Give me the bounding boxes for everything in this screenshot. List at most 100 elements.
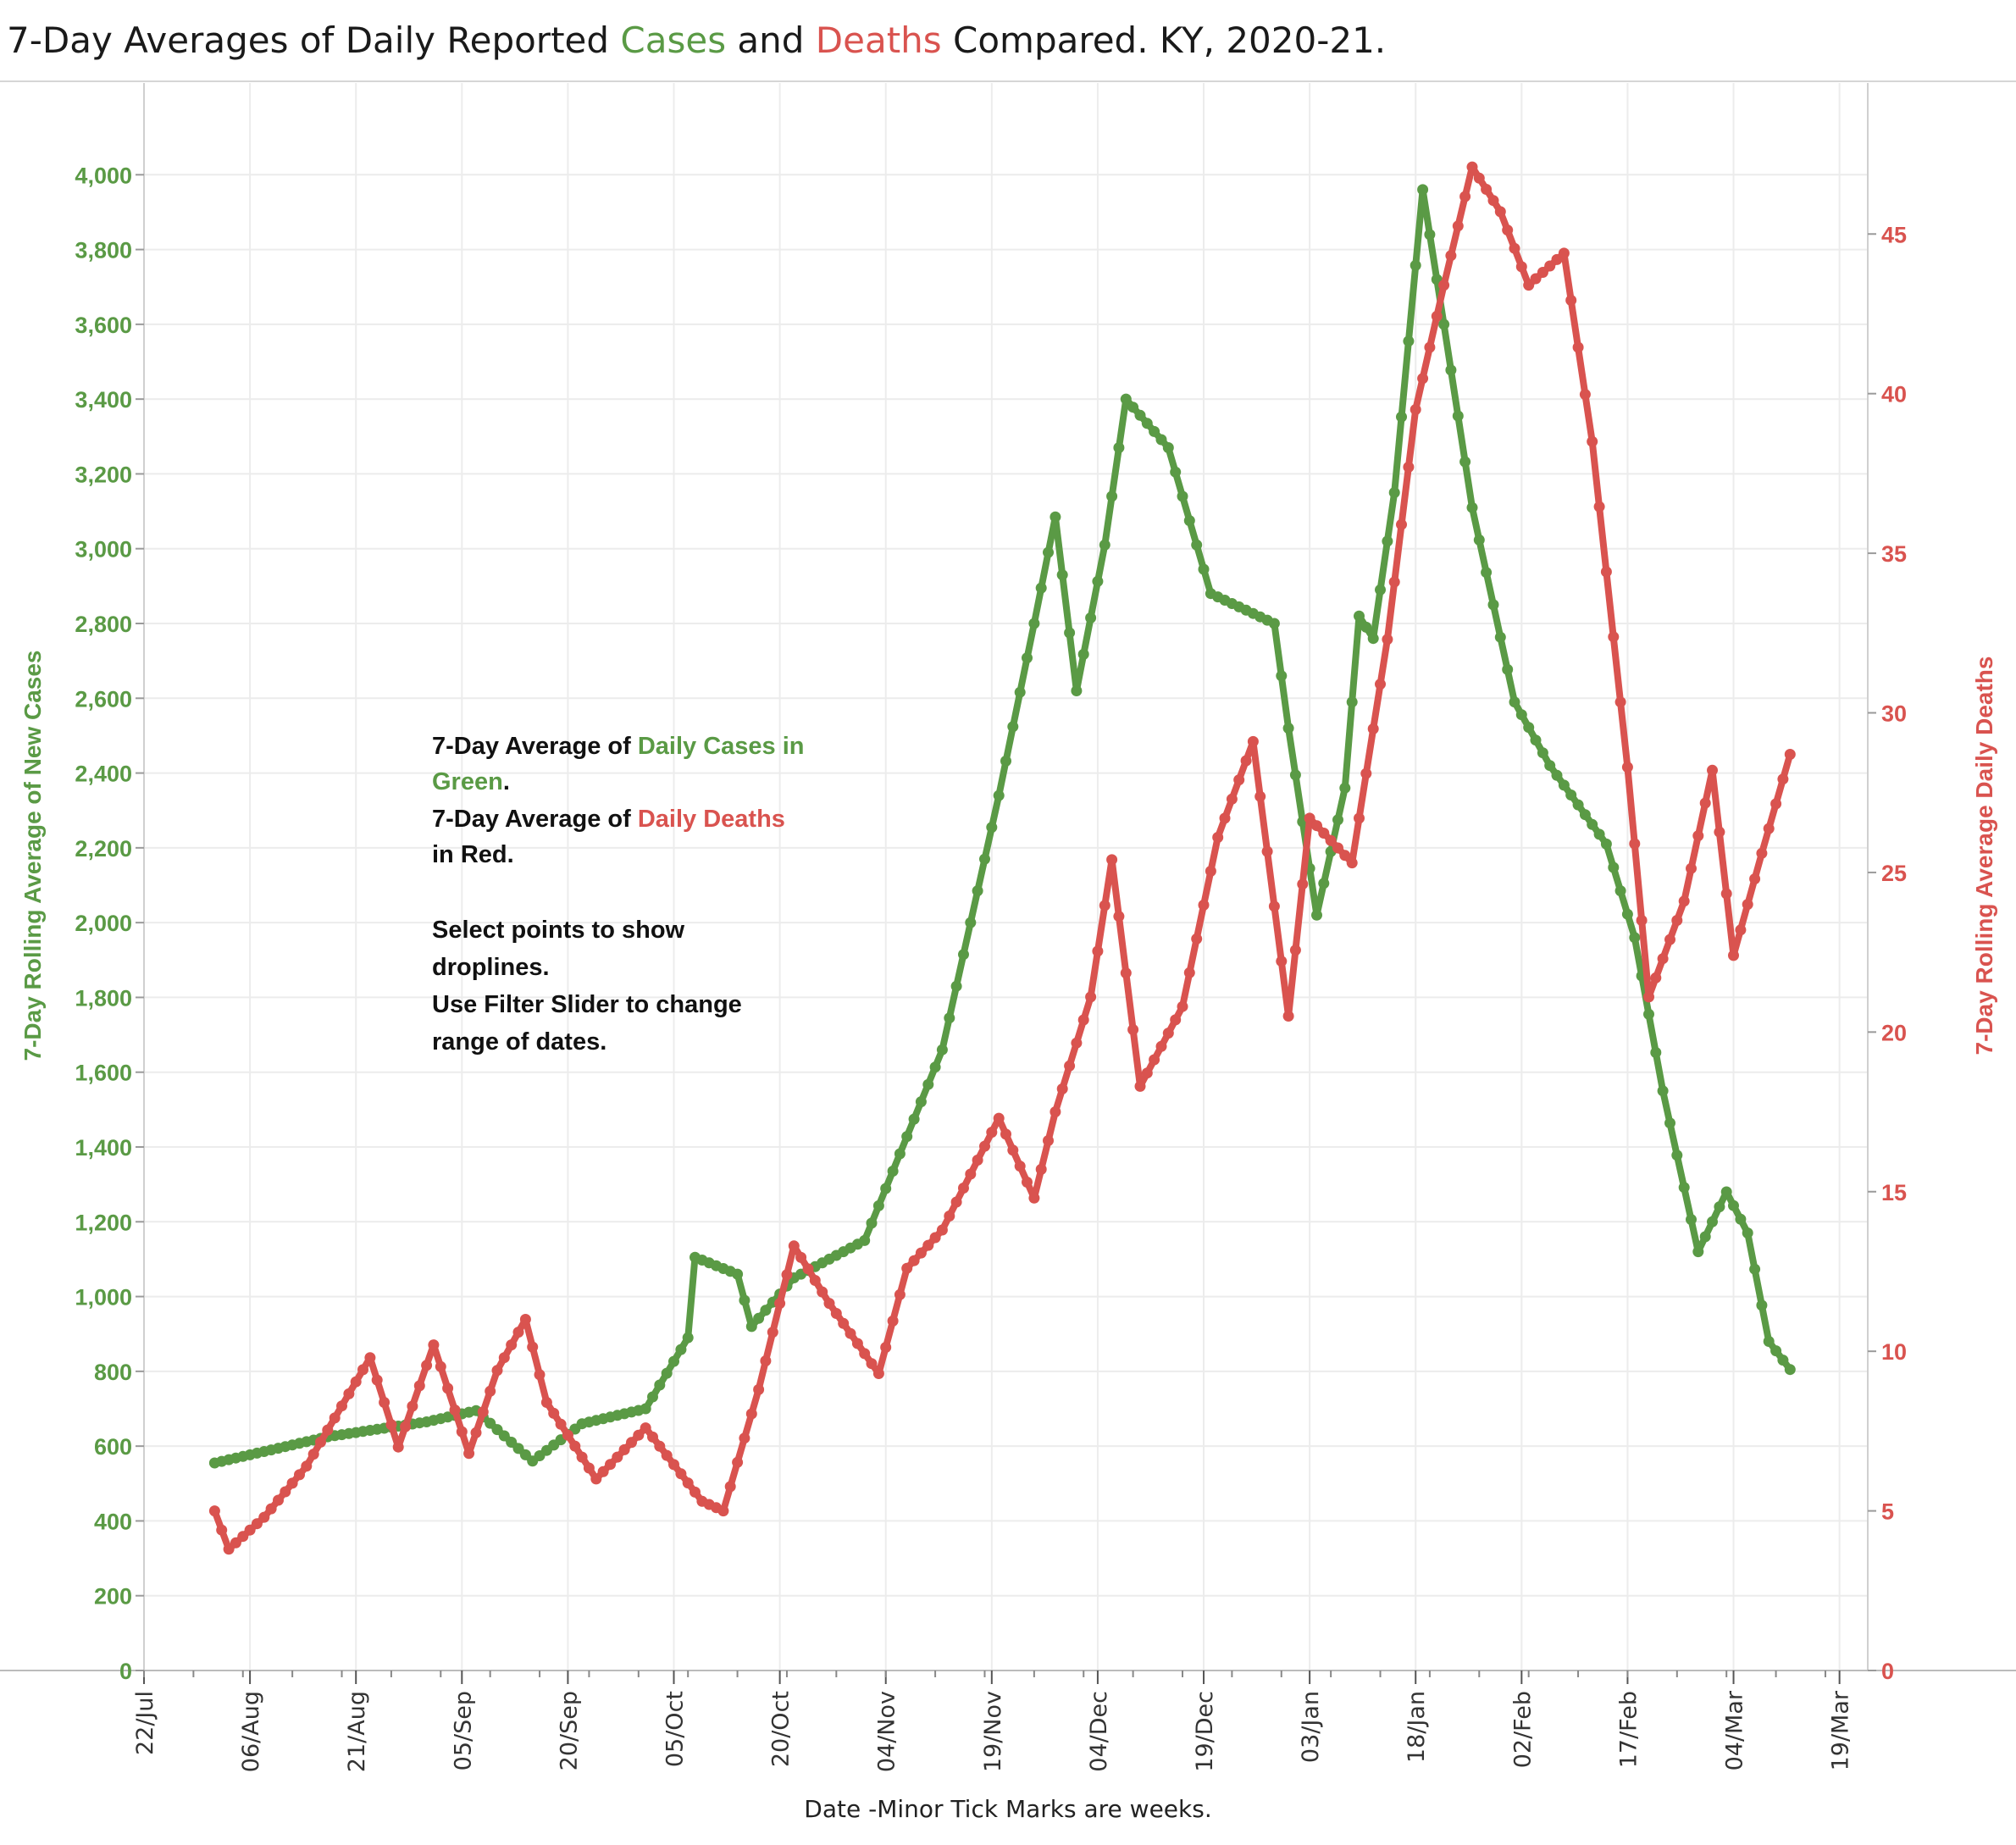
data-point [1318,878,1330,889]
data-point [1481,567,1493,579]
series [208,161,1796,1555]
data-point [626,1437,637,1449]
data-point [1155,1040,1167,1052]
data-point [1445,250,1457,262]
data-point [1445,364,1457,376]
data-point [555,1418,567,1430]
data-point [668,1355,679,1367]
data-point [329,1412,341,1424]
title-deaths-word: Deaths [816,19,942,61]
data-point [1183,515,1195,527]
y-tick-label-right: 45 [1881,222,1907,247]
data-point [1367,633,1379,645]
data-point [675,1344,687,1355]
data-point [972,1155,983,1166]
data-point [745,1321,757,1332]
data-point [739,1294,750,1306]
data-point [1205,865,1216,877]
data-point [1282,1011,1294,1022]
data-point [1050,1106,1061,1117]
data-point [1014,1161,1026,1172]
y-tick-label-left: 200 [94,1584,132,1610]
data-point [407,1400,418,1412]
data-point [1636,915,1648,926]
data-point [1311,909,1322,921]
data-point [838,1317,850,1329]
data-point [491,1424,503,1436]
data-point [1650,1047,1662,1058]
data-point [1600,566,1612,578]
chart-title: 7-Day Averages of Daily Reported Cases a… [7,19,1386,61]
y-tick-label-left: 2,000 [75,911,132,936]
data-point [294,1469,305,1481]
x-tick-label: 06/Aug [238,1691,264,1772]
data-point [1403,461,1415,473]
data-point [1198,563,1210,575]
data-point [647,1391,658,1403]
data-point [767,1327,778,1338]
annotation-line-1-prefix: 7-Day Average of [432,733,638,760]
data-point [1530,273,1542,285]
data-point [1149,1054,1160,1066]
data-point [1191,539,1203,551]
data-point [491,1365,503,1377]
data-point [823,1298,835,1310]
data-point [258,1511,270,1523]
y-tick-label-left: 1,200 [75,1210,132,1235]
x-tick-label: 04/Mar [1722,1690,1748,1770]
y-tick-label-right: 30 [1881,701,1907,727]
data-point [887,1166,899,1177]
data-point [1043,1135,1054,1146]
y-tick-label-left: 0 [119,1659,132,1684]
data-point [1007,721,1019,733]
data-point [569,1440,581,1452]
data-point [548,1407,560,1419]
data-point [1481,184,1493,195]
data-point [1226,793,1238,805]
data-point [1247,735,1259,747]
data-point [237,1531,249,1543]
data-point [1777,773,1789,785]
data-point [647,1431,658,1443]
data-point [1424,341,1436,353]
data-point [1219,812,1231,824]
data-point [1354,610,1365,622]
data-point [307,1449,319,1460]
data-point [223,1543,235,1555]
data-point [512,1443,524,1454]
data-point [1515,709,1527,721]
data-point [1459,456,1471,468]
data-point [1572,341,1584,353]
data-point [1346,696,1358,708]
data-point [1339,782,1351,794]
data-point [633,1429,645,1441]
data-point [463,1448,475,1460]
data-point [1643,1008,1654,1020]
data-point [1410,404,1421,415]
data-point [1417,373,1429,385]
data-point [668,1459,679,1471]
data-point [498,1430,510,1442]
data-point [979,853,990,865]
data-point [1742,1227,1753,1238]
data-point [1502,224,1514,236]
data-point [1155,434,1167,446]
data-point [583,1462,595,1474]
x-tick-label: 17/Feb [1615,1691,1642,1768]
data-point [512,1327,524,1338]
data-point [315,1436,326,1448]
data-point [1014,686,1026,698]
data-point [859,1348,871,1360]
data-point [400,1421,412,1432]
y-tick-label-left: 3,200 [75,462,132,487]
data-point [605,1459,616,1471]
data-point [1509,696,1520,708]
data-point [1494,631,1506,643]
data-point [1657,1085,1669,1097]
data-point [1162,1028,1174,1039]
y-tick-label-right: 20 [1881,1020,1907,1045]
data-point [1354,812,1365,824]
data-point [1664,934,1675,945]
data-point [1177,490,1188,502]
data-point [576,1451,588,1463]
